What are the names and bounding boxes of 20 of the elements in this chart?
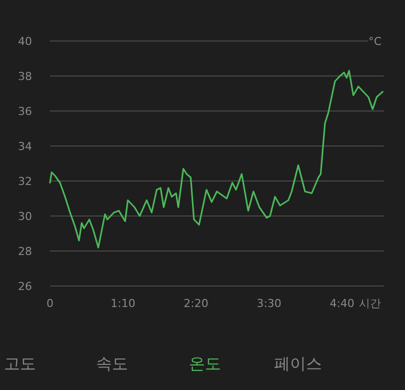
y-tick-label: 32 <box>18 175 32 188</box>
x-axis-title: 시간 <box>359 297 381 310</box>
text: 온도 <box>189 354 221 373</box>
y-tick-label: 26 <box>18 280 32 293</box>
y-tick-label: 36 <box>18 105 32 118</box>
y-tick-label: 38 <box>18 70 32 83</box>
x-tick-label: 0 <box>46 297 54 310</box>
line-series <box>49 70 384 248</box>
text: 페이스 <box>274 354 322 373</box>
y-tick-label: 40 <box>18 35 32 48</box>
y-axis-title: °C <box>368 35 382 48</box>
x-tick-label: 1:10 <box>110 297 136 310</box>
y-tick-label: 34 <box>18 140 32 153</box>
x-tick-label: 2:20 <box>184 297 208 310</box>
x-tick-label: 4:40 <box>330 297 354 310</box>
text: 고도 <box>4 354 36 373</box>
y-tick-label: 28 <box>18 245 32 258</box>
y-tick-label: 30 <box>18 210 32 223</box>
text: 속도 <box>96 354 128 373</box>
x-tick-label: 3:30 <box>256 297 282 310</box>
